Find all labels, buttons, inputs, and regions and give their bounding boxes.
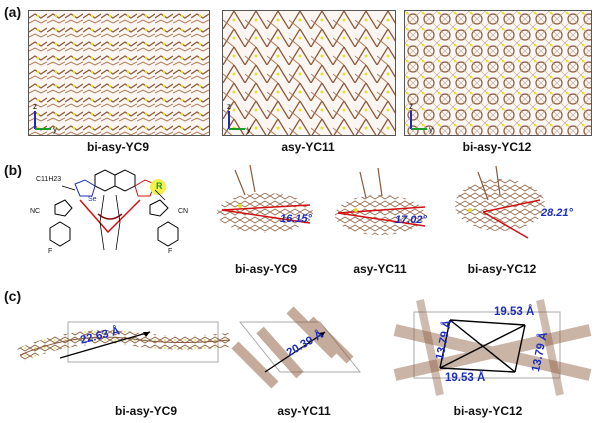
distance-yc12-top: 19.53 Å <box>494 306 535 318</box>
packing-image-yc12: z y <box>404 10 592 136</box>
svg-text:y: y <box>429 125 433 134</box>
f-left-label: F <box>48 248 53 255</box>
packing-texture-yc12 <box>405 11 591 135</box>
svg-text:z: z <box>409 102 413 111</box>
packing-image-yc11: z y <box>222 10 396 136</box>
svg-text:z: z <box>33 102 37 111</box>
axis-gizmo-a2: z y <box>227 102 251 134</box>
se-label: Se <box>88 196 97 203</box>
svg-text:y: y <box>247 125 251 134</box>
caption-a-yc11: asy-YC11 <box>281 140 335 154</box>
axis-gizmo-a3: z y <box>409 102 433 134</box>
panel-a-letter: (a) <box>4 4 22 20</box>
caption-b-yc9: bi-asy-YC9 <box>234 262 298 276</box>
alkyl-label: C11H23 <box>36 176 62 183</box>
angle-yc9: 16.15° <box>280 213 312 225</box>
angle-yc12: 28.21° <box>541 207 573 219</box>
f-right-label: F <box>168 248 173 255</box>
svg-text:z: z <box>227 102 231 111</box>
packing-image-yc9: z y <box>28 10 210 136</box>
packing-texture-yc11 <box>223 11 395 135</box>
angle-yc11: 17.02° <box>395 214 427 226</box>
caption-b-yc11: asy-YC11 <box>353 262 407 276</box>
svg-text:y: y <box>53 125 57 134</box>
caption-a-yc9: bi-asy-YC9 <box>86 140 150 154</box>
caption-a-yc12: bi-asy-YC12 <box>462 140 532 154</box>
panel-b-letter: (b) <box>4 162 22 178</box>
caption-b-yc12: bi-asy-YC12 <box>467 262 537 276</box>
caption-c-yc12: bi-asy-YC12 <box>453 404 523 418</box>
packing-texture-yc9 <box>29 11 209 135</box>
caption-c-yc11: asy-YC11 <box>277 404 331 418</box>
r-group-label: R <box>156 181 163 191</box>
axis-gizmo-a1: z y <box>33 102 57 134</box>
caption-c-yc9: bi-asy-YC9 <box>114 404 178 418</box>
distance-yc12-bottom: 19.53 Å <box>445 372 486 384</box>
cn-right-label: CN <box>178 208 189 215</box>
cn-left-label: NC <box>30 208 41 215</box>
panel-c-letter: (c) <box>4 288 22 304</box>
